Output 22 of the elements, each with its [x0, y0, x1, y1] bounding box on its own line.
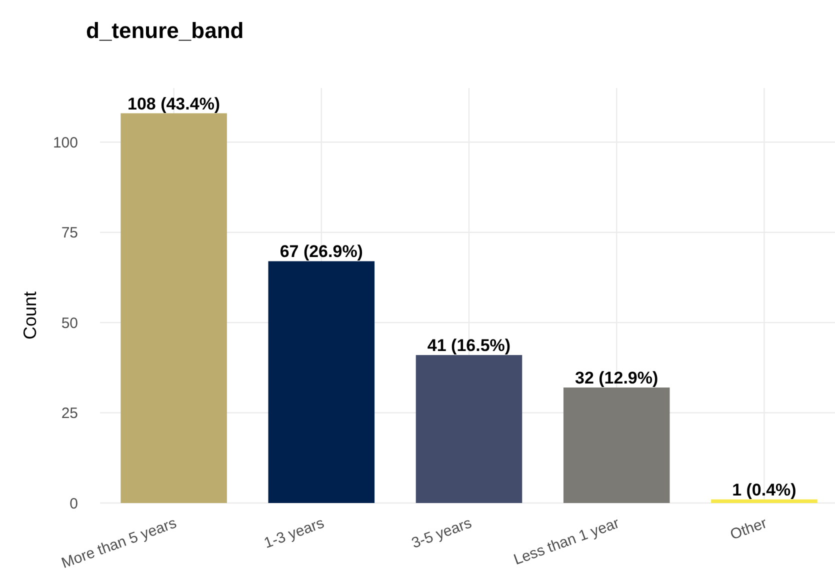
x-tick-label: 1-3 years — [262, 514, 326, 552]
y-tick-label: 0 — [70, 495, 78, 512]
x-tick-label: More than 5 years — [59, 514, 179, 572]
y-tick-label: 100 — [52, 134, 78, 152]
bar — [120, 113, 227, 503]
x-tick-label: Other — [728, 514, 770, 544]
x-tick-label: Less than 1 year — [512, 514, 622, 569]
data-label: 108 (43.4%) — [127, 94, 220, 114]
data-label: 67 (26.9%) — [280, 242, 363, 262]
y-tick-label: 50 — [61, 314, 78, 332]
x-tick-label: 3-5 years — [409, 514, 474, 552]
bar — [563, 388, 670, 503]
bar — [268, 261, 375, 503]
chart-title: d_tenure_band — [86, 18, 244, 43]
data-label: 32 (12.9%) — [575, 368, 658, 388]
y-tick-label: 25 — [61, 405, 78, 422]
data-label: 41 (16.5%) — [427, 336, 511, 356]
y-axis-title: Count — [20, 291, 40, 340]
data-label: 1 (0.4%) — [732, 480, 796, 500]
bar — [711, 499, 818, 503]
bar — [416, 355, 522, 503]
y-tick-label: 75 — [61, 224, 78, 242]
